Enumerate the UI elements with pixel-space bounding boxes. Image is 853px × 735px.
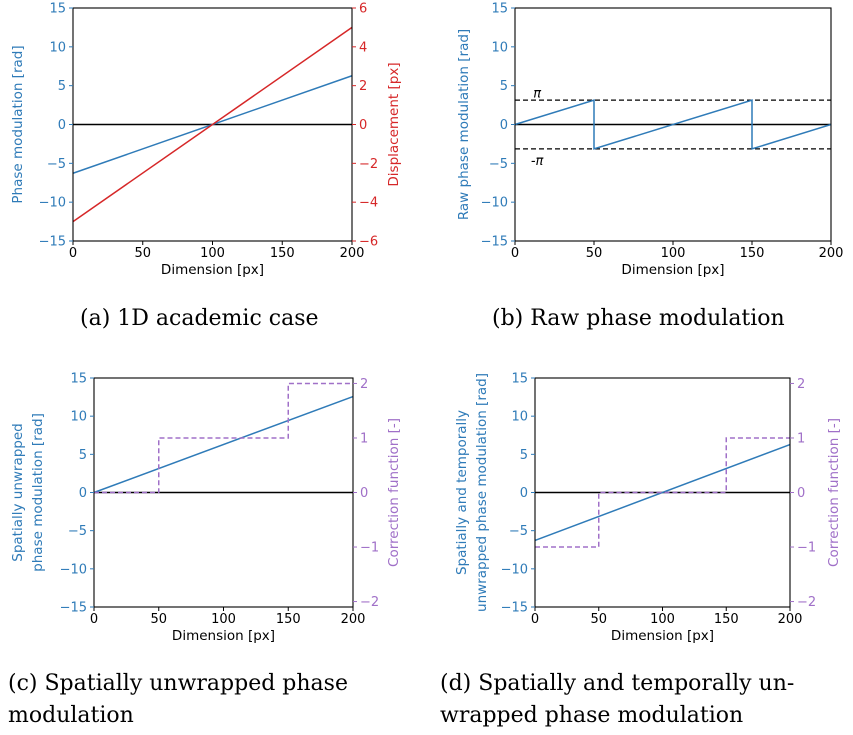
x-tick-label: 50 bbox=[150, 612, 167, 627]
x-axis-label: Dimension [px] bbox=[611, 628, 714, 644]
x-tick-label: 150 bbox=[270, 246, 295, 261]
y-tick-label: 5 bbox=[58, 79, 66, 94]
y-axis-label-line: unwrapped phase modulation [rad] bbox=[474, 373, 490, 612]
y2-tick-label: 6 bbox=[359, 2, 367, 17]
x-tick-label: 100 bbox=[650, 612, 675, 627]
y-tick-label: −10 bbox=[481, 196, 508, 211]
y2-tick-label: 0 bbox=[359, 118, 367, 133]
y-tick-label: −5 bbox=[509, 524, 528, 539]
panel-caption-line: wrapped phase modulation bbox=[440, 703, 743, 728]
annotation-label: π bbox=[533, 87, 541, 102]
x-tick-label: 0 bbox=[511, 246, 519, 261]
y2-axis-label: Displacement [px] bbox=[386, 62, 402, 186]
x-tick-label: 200 bbox=[778, 612, 803, 627]
y-axis-label-line: Spatially unwrapped bbox=[10, 423, 26, 562]
series-line-blue-0 bbox=[534, 443, 791, 542]
y-tick-label: 15 bbox=[491, 2, 508, 17]
y-tick-label: 0 bbox=[58, 118, 66, 133]
y2-tick-label: 0 bbox=[797, 486, 805, 501]
x-axis-label: Dimension [px] bbox=[172, 628, 275, 644]
x-tick-label: 150 bbox=[276, 612, 301, 627]
y2-tick-label: 2 bbox=[797, 377, 805, 392]
y2-tick-label: −6 bbox=[359, 235, 378, 250]
y-tick-label: −10 bbox=[39, 196, 66, 211]
y2-tick-label: 1 bbox=[797, 431, 805, 446]
series-line-red-1 bbox=[72, 26, 353, 223]
x-tick-label: 0 bbox=[69, 246, 77, 261]
y-tick-label: −5 bbox=[489, 157, 508, 172]
panel-caption: (a) 1D academic case bbox=[80, 306, 319, 331]
y2-tick-label: 1 bbox=[360, 431, 368, 446]
x-tick-label: 50 bbox=[134, 246, 151, 261]
chart-panel-d: 0 50 100 150 200151050−5−10−15210−1−2Dimensi… bbox=[440, 372, 842, 729]
y2-tick-label: 4 bbox=[359, 40, 367, 55]
x-tick-label: 150 bbox=[740, 246, 765, 261]
series-line-purple-1 bbox=[94, 382, 353, 494]
y2-tick-label: 2 bbox=[360, 377, 368, 392]
x-tick-label: 200 bbox=[819, 246, 844, 261]
y-axis-label-line: phase modulation [rad] bbox=[30, 413, 46, 572]
x-tick-label: 100 bbox=[661, 246, 686, 261]
y-tick-label: 15 bbox=[49, 2, 66, 17]
y-tick-label: 15 bbox=[511, 372, 528, 387]
y-tick-label: −5 bbox=[68, 524, 87, 539]
y-axis-label-line: Spatially and temporally bbox=[454, 410, 470, 575]
x-tick-label: 50 bbox=[586, 246, 603, 261]
y2-tick-label: −2 bbox=[360, 595, 379, 610]
x-axis-label: Dimension [px] bbox=[621, 262, 724, 278]
y-tick-label: 10 bbox=[70, 410, 87, 425]
x-tick-label: 100 bbox=[211, 612, 236, 627]
x-tick-label: 200 bbox=[341, 612, 366, 627]
y-tick-label: 15 bbox=[70, 372, 87, 387]
y-tick-label: 10 bbox=[49, 40, 66, 55]
y2-tick-label: −2 bbox=[359, 157, 378, 172]
y2-tick-label: −1 bbox=[360, 541, 379, 556]
y2-tick-label: −1 bbox=[797, 541, 816, 556]
y-tick-label: −15 bbox=[60, 601, 87, 616]
y-tick-label: −10 bbox=[501, 562, 528, 577]
x-tick-label: 150 bbox=[714, 612, 739, 627]
series-line-blue-0 bbox=[93, 395, 354, 494]
y-tick-label: 0 bbox=[79, 486, 87, 501]
y-tick-label: 10 bbox=[511, 410, 528, 425]
y2-axis-label: Correction function [-] bbox=[826, 418, 842, 567]
y-tick-label: −15 bbox=[39, 235, 66, 250]
panel-caption: (b) Raw phase modulation bbox=[492, 306, 785, 331]
x-tick-label: 100 bbox=[200, 246, 225, 261]
y-tick-label: −15 bbox=[481, 235, 508, 250]
y2-tick-label: 0 bbox=[360, 486, 368, 501]
panel-caption: (d) Spatially and temporally un- bbox=[440, 671, 794, 696]
x-tick-label: 0 bbox=[90, 612, 98, 627]
chart-panel-a: 0 50 100 150 200151050−5−10−156420−2−4−6Dime… bbox=[10, 2, 402, 332]
y-tick-label: 5 bbox=[500, 79, 508, 94]
x-tick-label: 0 bbox=[531, 612, 539, 627]
y2-tick-label: −2 bbox=[797, 595, 816, 610]
panel-caption-line: modulation bbox=[8, 703, 134, 728]
series-line-blue-0 bbox=[514, 99, 832, 150]
x-axis-label: Dimension [px] bbox=[161, 262, 264, 278]
y-tick-label: 5 bbox=[520, 448, 528, 463]
y2-tick-label: 2 bbox=[359, 79, 367, 94]
y-tick-label: −15 bbox=[501, 601, 528, 616]
x-tick-label: 50 bbox=[590, 612, 607, 627]
y2-tick-label: −4 bbox=[359, 196, 378, 211]
y2-axis-label: Correction function [-] bbox=[386, 418, 402, 567]
chart-panel-c: 0 50 100 150 200151050−5−10−15210−1−2Dimensi… bbox=[8, 372, 402, 729]
y-axis-label: Phase modulation [rad] bbox=[10, 45, 26, 203]
panel-caption: (c) Spatially unwrapped phase bbox=[8, 671, 348, 696]
y-tick-label: 0 bbox=[520, 486, 528, 501]
x-tick-label: 200 bbox=[340, 246, 365, 261]
y-tick-label: −10 bbox=[60, 562, 87, 577]
y-tick-label: −5 bbox=[47, 157, 66, 172]
y-tick-label: 5 bbox=[79, 448, 87, 463]
y-tick-label: 10 bbox=[491, 40, 508, 55]
annotation-label: -π bbox=[531, 154, 544, 169]
y-tick-label: 0 bbox=[500, 118, 508, 133]
y-axis-label: Raw phase modulation [rad] bbox=[456, 29, 472, 220]
